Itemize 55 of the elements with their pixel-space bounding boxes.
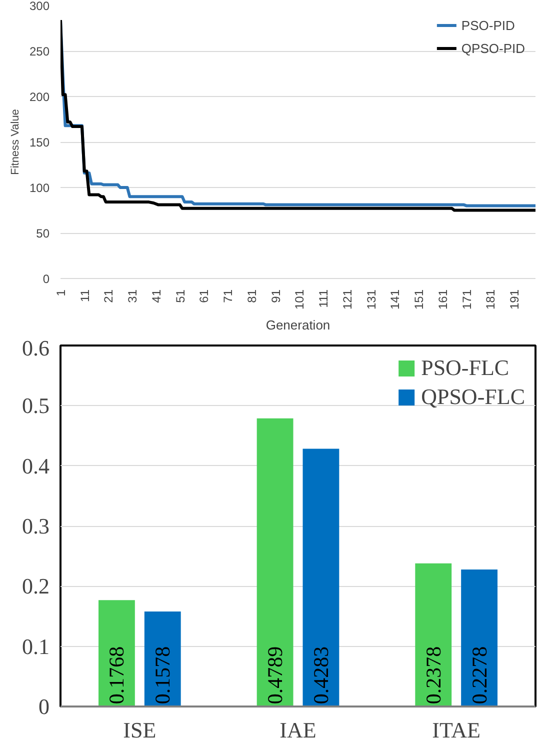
legend-label: QPSO-FLC bbox=[421, 384, 525, 410]
y-tick-label: 0 bbox=[38, 694, 50, 719]
x-tick-label: 1 bbox=[54, 289, 68, 296]
data-label: 0.1768 bbox=[104, 646, 129, 704]
x-tick-label: 131 bbox=[364, 289, 378, 310]
x-tick-label: 141 bbox=[388, 289, 402, 310]
bar bbox=[256, 418, 294, 706]
y-tick-label: 0.6 bbox=[22, 336, 50, 360]
y-tick-label: 0.3 bbox=[22, 514, 50, 538]
y-tick-label: 200 bbox=[29, 90, 50, 104]
data-label: 0.2378 bbox=[421, 646, 446, 704]
legend-label: PSO-PID bbox=[461, 18, 515, 32]
y-tick-label: 100 bbox=[29, 181, 50, 195]
legend-label: QPSO-PID bbox=[461, 40, 525, 56]
x-tick-label: 111 bbox=[316, 289, 331, 308]
y-tick-label: 0.2 bbox=[22, 574, 50, 599]
x-tick-label: 11 bbox=[78, 289, 92, 302]
x-tick-label: 161 bbox=[436, 289, 450, 310]
x-tick-label: 191 bbox=[508, 289, 522, 310]
x-tick-label: 121 bbox=[340, 289, 354, 310]
x-tick-label: ITAE bbox=[432, 718, 481, 742]
y-tick-label: 0.5 bbox=[22, 393, 50, 418]
y-tick-label: 0 bbox=[42, 272, 50, 286]
data-label: 0.4789 bbox=[263, 646, 288, 704]
legend-label: PSO-FLC bbox=[421, 355, 510, 381]
y-tick-label: 0.4 bbox=[22, 453, 50, 478]
y-tick-label: 300 bbox=[29, 0, 50, 13]
x-tick-label: 71 bbox=[221, 289, 236, 303]
bar bbox=[98, 600, 135, 706]
y-tick-label: 0.1 bbox=[22, 634, 50, 659]
x-tick-label: 181 bbox=[484, 289, 498, 310]
x-tick-label: 171 bbox=[460, 289, 474, 310]
y-tick-label: 250 bbox=[29, 44, 50, 58]
x-tick-label: ISE bbox=[123, 718, 156, 742]
x-axis-title: Generation bbox=[266, 318, 330, 333]
data-label: 0.1578 bbox=[150, 646, 175, 704]
x-tick-label: 151 bbox=[412, 289, 426, 310]
bar bbox=[302, 448, 340, 706]
bar bbox=[144, 612, 181, 706]
bar bbox=[461, 569, 498, 706]
x-tick-label: 91 bbox=[268, 289, 283, 303]
x-tick-label: 21 bbox=[102, 289, 116, 303]
x-tick-label: 41 bbox=[149, 289, 164, 303]
data-label: 0.4283 bbox=[308, 646, 333, 704]
x-tick-label: 31 bbox=[126, 289, 140, 303]
x-tick-label: 61 bbox=[197, 289, 212, 303]
bar bbox=[415, 563, 452, 706]
x-tick-label: IAE bbox=[280, 718, 316, 742]
x-tick-label: 51 bbox=[173, 289, 188, 303]
y-tick-label: 150 bbox=[29, 136, 50, 150]
data-label: 0.2278 bbox=[467, 646, 492, 704]
y-tick-label: 50 bbox=[36, 226, 50, 240]
x-tick-label: 81 bbox=[244, 289, 259, 303]
y-axis-title: Fitness Value bbox=[9, 109, 22, 175]
x-tick-label: 101 bbox=[292, 289, 307, 310]
